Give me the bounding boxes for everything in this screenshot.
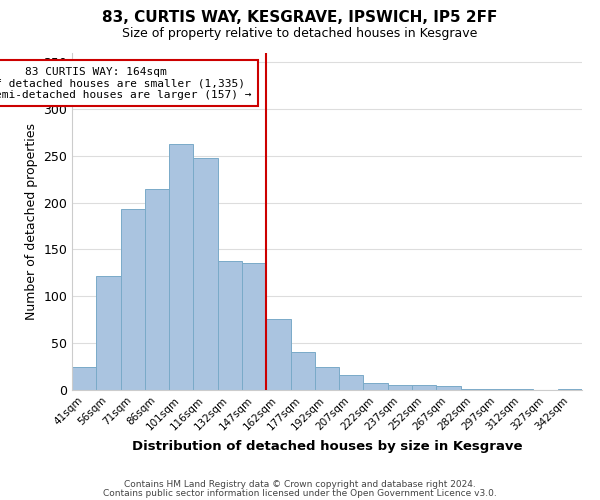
Bar	[193, 158, 218, 390]
Bar	[558, 389, 582, 390]
Bar	[364, 382, 388, 390]
Text: 83, CURTIS WAY, KESGRAVE, IPSWICH, IP5 2FF: 83, CURTIS WAY, KESGRAVE, IPSWICH, IP5 2…	[103, 10, 497, 25]
Bar	[242, 262, 266, 390]
Bar	[315, 366, 339, 390]
Bar	[339, 375, 364, 390]
Bar	[145, 190, 169, 390]
Bar	[436, 386, 461, 390]
Bar	[412, 386, 436, 390]
Y-axis label: Number of detached properties: Number of detached properties	[25, 122, 38, 320]
Bar	[290, 352, 315, 390]
Bar	[388, 386, 412, 390]
Bar	[121, 209, 145, 390]
Bar	[218, 260, 242, 390]
Text: Size of property relative to detached houses in Kesgrave: Size of property relative to detached ho…	[122, 28, 478, 40]
Text: 83 CURTIS WAY: 164sqm
← 89% of detached houses are smaller (1,335)
11% of semi-d: 83 CURTIS WAY: 164sqm ← 89% of detached …	[0, 66, 251, 100]
Text: Contains HM Land Registry data © Crown copyright and database right 2024.: Contains HM Land Registry data © Crown c…	[124, 480, 476, 489]
Text: Contains public sector information licensed under the Open Government Licence v3: Contains public sector information licen…	[103, 488, 497, 498]
Bar	[485, 389, 509, 390]
Bar	[266, 319, 290, 390]
Bar	[509, 389, 533, 390]
Bar	[169, 144, 193, 390]
X-axis label: Distribution of detached houses by size in Kesgrave: Distribution of detached houses by size …	[132, 440, 522, 453]
Bar	[96, 276, 121, 390]
Bar	[461, 389, 485, 390]
Bar	[72, 366, 96, 390]
